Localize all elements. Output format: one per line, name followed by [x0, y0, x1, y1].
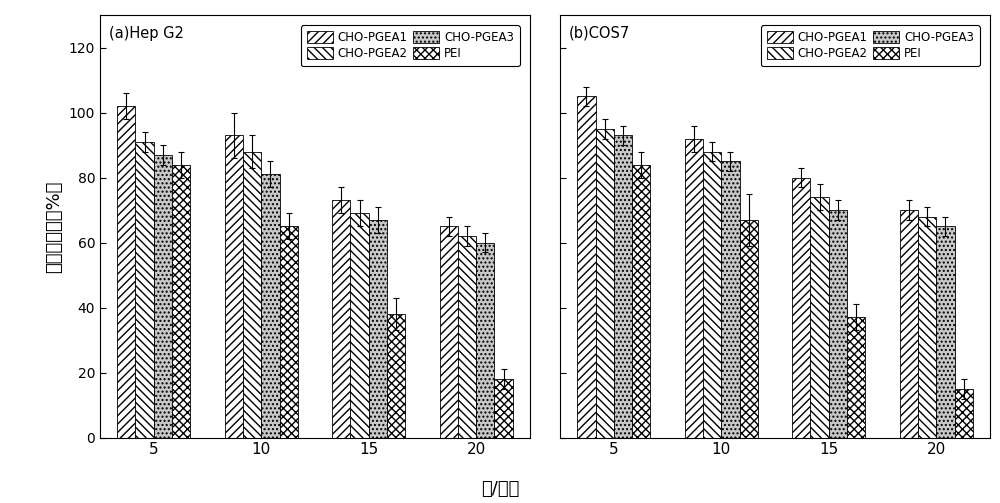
Bar	[440, 226, 458, 438]
Text: (a)Hep G2: (a)Hep G2	[109, 26, 183, 41]
Y-axis label: 细胞存活率（%）: 细胞存活率（%）	[45, 180, 63, 273]
Bar	[596, 129, 614, 438]
Bar	[332, 200, 350, 438]
Bar	[476, 242, 494, 438]
Bar	[117, 106, 135, 438]
Bar	[847, 317, 865, 438]
Bar	[350, 213, 369, 438]
Bar	[614, 135, 632, 438]
Text: (b)COS7: (b)COS7	[569, 26, 630, 41]
Legend: CHO-PGEA1, CHO-PGEA2, CHO-PGEA3, PEI: CHO-PGEA1, CHO-PGEA2, CHO-PGEA3, PEI	[301, 25, 520, 66]
Bar	[918, 217, 936, 438]
Bar	[721, 161, 740, 438]
Bar	[494, 379, 513, 438]
Bar	[900, 210, 918, 438]
Bar	[135, 142, 154, 438]
Bar	[225, 135, 243, 438]
Bar	[261, 175, 280, 438]
Bar	[243, 151, 261, 438]
Bar	[632, 164, 650, 438]
Bar	[685, 139, 703, 438]
Bar	[810, 197, 829, 438]
Legend: CHO-PGEA1, CHO-PGEA2, CHO-PGEA3, PEI: CHO-PGEA1, CHO-PGEA2, CHO-PGEA3, PEI	[761, 25, 980, 66]
Bar	[577, 97, 596, 438]
Text: 氮/磷比: 氮/磷比	[481, 480, 519, 498]
Bar	[172, 164, 190, 438]
Bar	[458, 236, 476, 438]
Bar	[955, 389, 973, 438]
Bar	[387, 314, 405, 438]
Bar	[703, 151, 721, 438]
Bar	[740, 220, 758, 438]
Bar	[792, 178, 810, 438]
Bar	[936, 226, 955, 438]
Bar	[369, 220, 387, 438]
Bar	[280, 226, 298, 438]
Bar	[829, 210, 847, 438]
Bar	[154, 155, 172, 438]
